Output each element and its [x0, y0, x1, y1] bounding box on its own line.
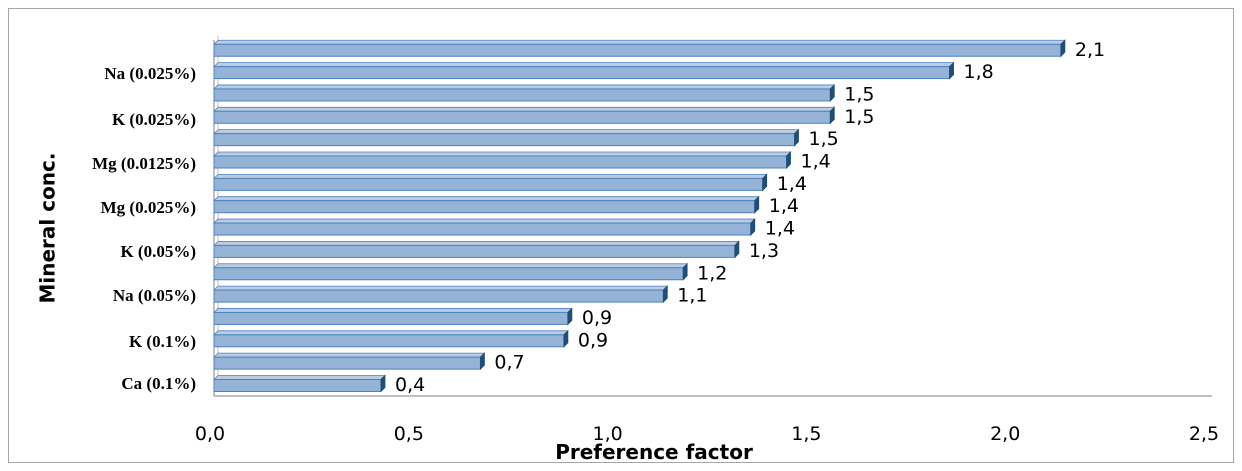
- bar-top-face: [213, 39, 1066, 45]
- data-label: 1,8: [964, 61, 994, 83]
- bar-top-face: [213, 352, 486, 358]
- bar-front-face: [213, 66, 951, 80]
- bar-end-face: [829, 106, 835, 125]
- x-tick-label: 2,0: [990, 423, 1020, 445]
- bar: [213, 352, 486, 371]
- bar-end-face: [479, 352, 485, 371]
- data-label: 2,1: [1075, 39, 1105, 61]
- bar-end-face: [794, 128, 799, 147]
- bar-top-face: [213, 263, 689, 269]
- y-tick-label: Mg (0.025%): [101, 198, 196, 217]
- data-label: 0,4: [395, 374, 425, 396]
- bar-end-face: [734, 240, 740, 259]
- data-label: 1,4: [769, 195, 799, 217]
- bar: [213, 307, 573, 326]
- bar-front-face: [213, 356, 481, 370]
- bar-top-face: [213, 330, 569, 336]
- bar-end-face: [563, 329, 569, 348]
- bar-top-face: [213, 285, 669, 291]
- bar-end-face: [750, 218, 756, 237]
- bar-top-face: [213, 62, 955, 67]
- bar-top-face: [213, 106, 836, 112]
- data-label: 1,5: [844, 106, 874, 128]
- bar-front-face: [213, 289, 664, 303]
- x-tick-label: 0,0: [195, 423, 225, 445]
- data-label: 1,1: [677, 285, 707, 307]
- bar-front-face: [213, 110, 831, 124]
- data-label: 0,9: [578, 329, 608, 351]
- bar-end-face: [949, 61, 954, 80]
- x-axis-title: Preference factor: [555, 440, 753, 464]
- bar: [213, 285, 669, 304]
- data-label: 1,3: [749, 240, 779, 262]
- bar: [213, 240, 740, 259]
- bar: [213, 218, 756, 237]
- bar-end-face: [762, 173, 768, 192]
- data-label: 1,2: [697, 262, 727, 284]
- bar-top-face: [213, 196, 760, 202]
- bar-end-face: [682, 262, 688, 281]
- y-tick-label: Na (0.05%): [113, 286, 196, 305]
- y-axis-title: Mineral conc.: [36, 152, 60, 303]
- bar-front-face: [213, 88, 831, 102]
- data-label: 1,4: [801, 151, 831, 173]
- y-tick-label: K (0.05%): [120, 242, 196, 261]
- bar-end-face: [380, 374, 386, 393]
- bar: [213, 106, 836, 125]
- bar-front-face: [213, 311, 569, 325]
- bar-front-face: [213, 155, 788, 169]
- x-tick-label: 1,0: [592, 423, 622, 445]
- bar-front-face: [213, 244, 736, 258]
- bar-end-face: [829, 83, 835, 102]
- bar-front-face: [213, 200, 756, 214]
- y-tick-label: Ca (0.1%): [121, 374, 196, 393]
- bar-end-face: [662, 285, 668, 304]
- bar-top-face: [213, 129, 800, 135]
- data-label: 1,4: [777, 173, 807, 195]
- bar-end-face: [1060, 39, 1066, 58]
- bar-end-face: [754, 195, 760, 214]
- bar: [213, 61, 955, 80]
- bar-top-face: [213, 151, 792, 157]
- bar-front-face: [213, 43, 1062, 57]
- bar: [213, 39, 1066, 58]
- bar-front-face: [213, 222, 752, 236]
- bar: [213, 195, 760, 214]
- bar-top-face: [213, 240, 740, 246]
- bar-front-face: [213, 334, 565, 348]
- bar-end-face: [567, 307, 573, 326]
- data-label: 1,5: [808, 128, 838, 150]
- y-tick-label: Na (0.025%): [104, 64, 196, 83]
- bar: [213, 151, 792, 169]
- bar-top-face: [213, 218, 756, 224]
- bar-end-face: [786, 151, 791, 169]
- bar: [213, 374, 386, 393]
- data-label: 1,5: [844, 83, 874, 105]
- bar-top-face: [213, 308, 573, 313]
- bar: [213, 262, 689, 281]
- y-tick-label: Mg (0.0125%): [92, 154, 196, 173]
- bar: [213, 173, 768, 192]
- bar: [213, 329, 569, 348]
- bar: [213, 128, 800, 147]
- x-tick-label: 0,5: [394, 423, 424, 445]
- y-tick-label: K (0.025%): [112, 110, 196, 129]
- bar-top-face: [213, 173, 768, 179]
- data-label: 1,4: [765, 218, 795, 240]
- bar-front-face: [213, 379, 382, 392]
- data-label: 0,9: [582, 307, 612, 329]
- x-tick-label: 2,5: [1189, 423, 1219, 445]
- bar-top-face: [213, 375, 386, 380]
- data-label: 0,7: [494, 352, 524, 374]
- y-tick-label: K (0.1%): [129, 332, 196, 351]
- bar: [213, 83, 836, 102]
- bar-top-face: [213, 84, 836, 90]
- bar-front-face: [213, 177, 764, 191]
- bar-front-face: [213, 267, 684, 281]
- x-tick-label: 1,5: [791, 423, 821, 445]
- bar-front-face: [213, 133, 795, 147]
